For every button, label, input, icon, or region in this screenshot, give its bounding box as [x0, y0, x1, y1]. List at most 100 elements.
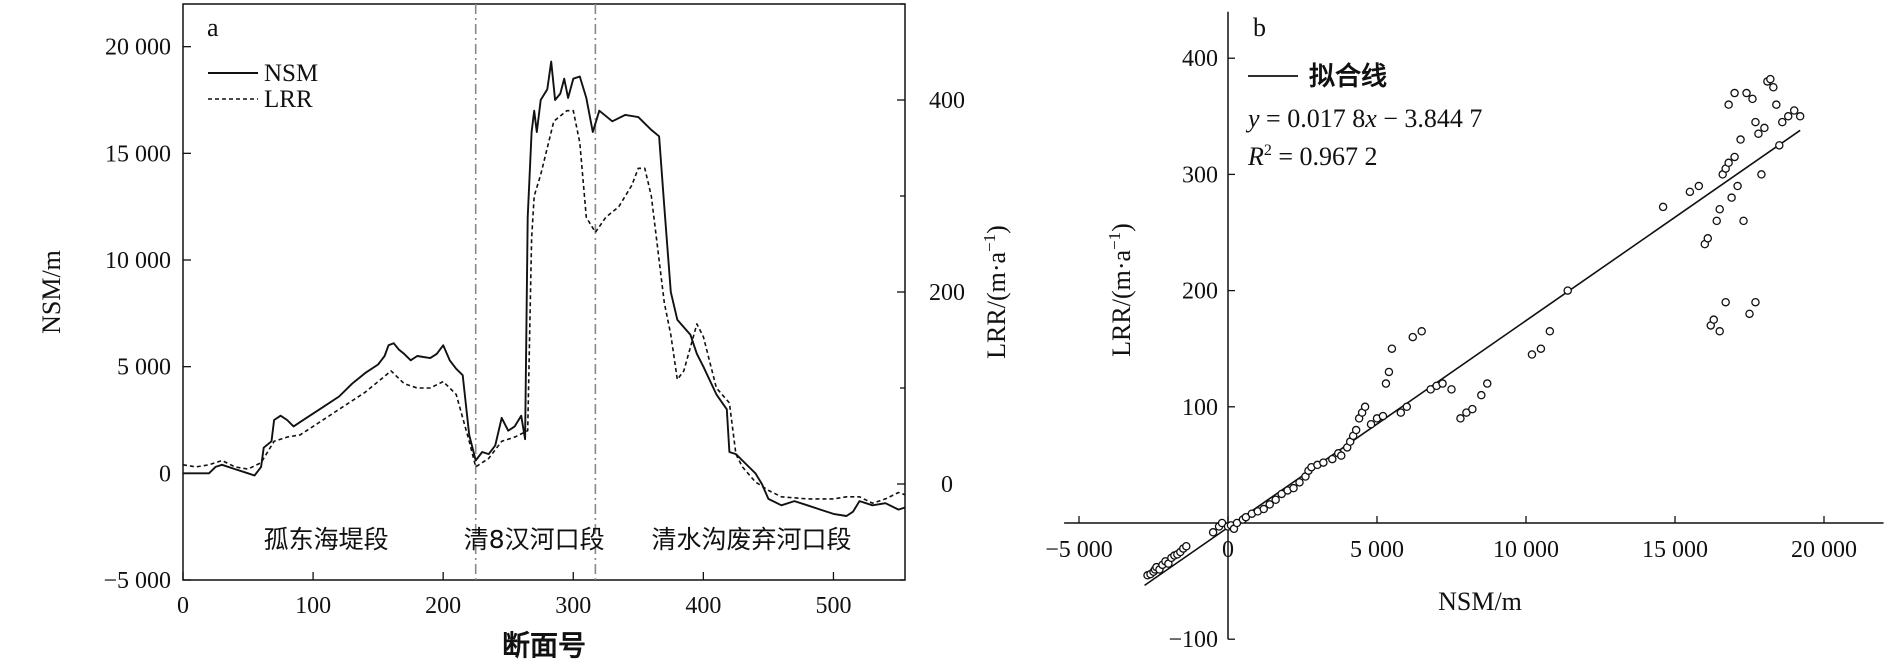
data-point: [1208, 528, 1218, 537]
x-tick-label: 100: [295, 593, 331, 619]
data-point: [1724, 100, 1733, 109]
x-tick-label: 500: [815, 593, 851, 619]
data-point: [1778, 117, 1787, 127]
x-axis-title: 断面号: [502, 629, 586, 662]
data-point: [1468, 404, 1477, 414]
x-tick-label: 0: [1222, 537, 1234, 563]
segment-label: 清8汉河口段: [464, 525, 605, 554]
data-point: [1730, 88, 1739, 98]
data-point: [1685, 187, 1695, 197]
x-axis-title: NSM/m: [1438, 587, 1522, 616]
y-tick-label: −100: [1168, 627, 1218, 653]
data-point: [1378, 411, 1388, 421]
r-squared-text: R2 = 0.967 2: [1247, 142, 1378, 171]
x-tick-label: 20 000: [1791, 537, 1857, 563]
data-point: [1319, 458, 1328, 467]
panel-label-b: b: [1253, 13, 1266, 42]
data-point: [1438, 379, 1447, 388]
y-left-tick-label: 10 000: [105, 248, 171, 274]
panel-a: 0 100 200 300 400 500 −5 000 0 5 000 10 000 15 000…: [37, 3, 1011, 662]
data-point: [1447, 385, 1456, 394]
x-tick-label: 300: [555, 593, 591, 619]
data-point: [1715, 327, 1724, 336]
y-tick-label: 100: [1182, 395, 1218, 421]
x-tick-label: 200: [425, 593, 461, 619]
data-point: [1769, 83, 1778, 92]
y-axis-title-right: LRR/(m·a−1): [980, 225, 1011, 359]
data-point: [1751, 297, 1760, 307]
data-point: [1271, 495, 1280, 505]
data-point: [1775, 141, 1784, 150]
data-point: [1739, 216, 1748, 226]
legend-label-lrr: LRR: [264, 86, 313, 113]
y-axis-title-left: NSM/m: [37, 250, 66, 334]
data-point: [1748, 94, 1757, 104]
x-tick-label: 10 000: [1493, 537, 1559, 563]
data-point: [1724, 158, 1733, 168]
data-point: [1351, 425, 1361, 435]
segment-label: 清水沟废弃河口段: [651, 525, 851, 554]
data-point: [1387, 344, 1397, 353]
y-left-tick-label: −5 000: [103, 568, 171, 594]
data-point: [1289, 483, 1298, 493]
data-point: [1736, 135, 1745, 144]
data-point: [1396, 408, 1406, 417]
y-left-tick-label: 5 000: [117, 355, 171, 381]
panel-b: −5 000 0 5 000 10 000 15 000 20 000 −100 100 200…: [1045, 11, 1884, 653]
fit-line: [1144, 129, 1801, 587]
data-point: [1259, 504, 1269, 514]
y-right-tick-label: 0: [941, 472, 953, 498]
data-point: [1745, 309, 1754, 319]
y-right-tick-label: 400: [929, 88, 965, 114]
x-tick-label: 400: [685, 593, 721, 619]
data-point: [1757, 170, 1766, 179]
data-point: [1742, 88, 1751, 98]
y-right-tick-label: 200: [929, 280, 965, 306]
legend-label-fit: 拟合线: [1309, 61, 1387, 92]
data-point: [1715, 205, 1724, 214]
data-point: [1384, 367, 1394, 377]
data-point: [1545, 327, 1555, 336]
data-point: [1795, 112, 1805, 121]
data-point: [1360, 402, 1370, 412]
data-point: [1703, 234, 1713, 243]
data-point: [1754, 129, 1763, 138]
data-point: [1766, 74, 1775, 84]
data-point: [1658, 202, 1668, 212]
data-point: [1328, 454, 1337, 464]
data-point: [1336, 451, 1346, 460]
data-point: [1730, 152, 1739, 162]
data-point: [1733, 181, 1742, 191]
data-point: [1402, 402, 1412, 412]
y-left-tick-label: 15 000: [105, 141, 171, 167]
y-axis-title: LRR/(m·a−1): [1105, 223, 1136, 357]
data-point: [1477, 390, 1486, 400]
data-point: [1772, 100, 1781, 109]
x-tick-label: −5 000: [1045, 537, 1113, 563]
data-point: [1527, 350, 1537, 359]
data-point: [1408, 332, 1418, 342]
data-point: [1366, 419, 1376, 429]
data-point: [1709, 315, 1718, 324]
data-point: [1182, 541, 1191, 551]
y-tick-label: 400: [1182, 46, 1218, 72]
x-tick-label: 5 000: [1350, 537, 1404, 563]
data-point: [1694, 181, 1704, 191]
y-left-tick-label: 0: [159, 461, 171, 487]
segment-label: 孤东海堤段: [264, 525, 389, 554]
data-point: [1295, 478, 1304, 487]
y-tick-label: 200: [1182, 279, 1218, 305]
equation-text: y = 0.017 8x − 3.844 7: [1245, 104, 1482, 133]
data-point: [1456, 414, 1465, 423]
x-tick-label: 15 000: [1642, 537, 1708, 563]
data-point: [1751, 117, 1760, 127]
data-point: [1265, 500, 1274, 509]
data-point: [1712, 216, 1721, 226]
data-point: [1563, 286, 1572, 295]
panel-label-a: a: [207, 13, 219, 42]
data-point: [1536, 344, 1546, 353]
data-point: [1721, 297, 1730, 307]
data-point: [1783, 112, 1793, 121]
legend-label-nsm: NSM: [264, 60, 318, 87]
